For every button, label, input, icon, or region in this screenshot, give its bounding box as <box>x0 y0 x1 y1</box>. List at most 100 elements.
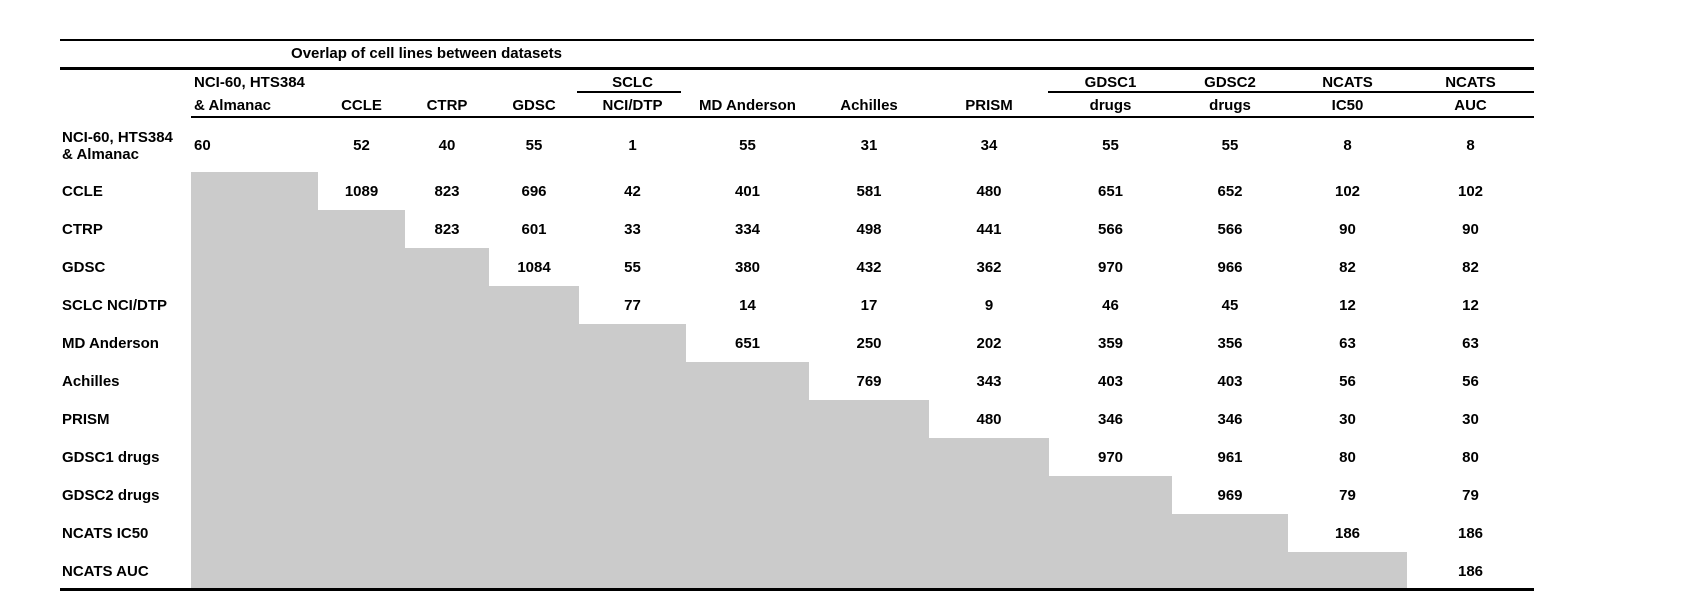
matrix-cell: 14 <box>739 296 756 314</box>
matrix-cell: 42 <box>624 182 641 200</box>
matrix-cell: 55 <box>624 258 641 276</box>
column-header-line1: NCI-60, HTS384 <box>194 74 305 91</box>
row-header: GDSC1 drugs <box>62 438 190 476</box>
matrix-cell: 55 <box>1102 137 1119 154</box>
column-header-line2: Achilles <box>840 97 898 114</box>
matrix-cell: 33 <box>624 220 641 238</box>
row-header-line: & Almanac <box>62 145 139 163</box>
column-header-line2: drugs <box>1089 97 1132 114</box>
row-header: NCATS AUC <box>62 552 190 591</box>
column-header-line2: CTRP <box>426 97 468 114</box>
matrix-cell: 60 <box>194 137 211 154</box>
top-rule <box>60 39 1534 41</box>
matrix-cell: 966 <box>1217 258 1243 276</box>
matrix-cell: 34 <box>980 137 998 154</box>
matrix-cell: 80 <box>1339 448 1356 466</box>
row-header: GDSC2 drugs <box>62 476 190 514</box>
matrix-cell: 343 <box>976 372 1002 390</box>
matrix-cell: 82 <box>1462 258 1479 276</box>
matrix-cell: 186 <box>1457 563 1484 580</box>
matrix-cell: 334 <box>734 220 761 238</box>
row-header-line: GDSC2 drugs <box>62 486 160 504</box>
matrix-cell: 46 <box>1102 296 1119 314</box>
matrix-cell: 346 <box>1217 410 1243 428</box>
matrix-cell: 12 <box>1339 296 1356 314</box>
shaded-cell-block <box>191 286 579 324</box>
row-header-line: CTRP <box>62 220 103 238</box>
matrix-cell: 55 <box>525 137 543 154</box>
shaded-cell-block <box>191 552 1407 591</box>
column-header-line1: GDSC2 <box>1204 74 1256 91</box>
column-header-line1: SCLC <box>612 74 653 91</box>
matrix-cell: 652 <box>1217 182 1243 200</box>
matrix-cell: 566 <box>1217 220 1243 238</box>
matrix-cell: 480 <box>976 410 1002 428</box>
matrix-cell: 356 <box>1217 334 1243 352</box>
matrix-cell: 480 <box>976 182 1002 200</box>
matrix-cell: 601 <box>521 220 547 238</box>
shaded-cell-block <box>191 210 405 248</box>
row-header: Achilles <box>62 362 190 400</box>
matrix-cell: 63 <box>1339 334 1356 352</box>
row-header-line: PRISM <box>62 410 110 428</box>
column-header-line2: NCI/DTP <box>602 97 663 114</box>
matrix-cell: 823 <box>434 220 460 238</box>
column-header-line1: NCATS <box>1445 74 1496 91</box>
matrix-cell: 9 <box>984 296 994 314</box>
matrix-cell: 970 <box>1097 258 1124 276</box>
column-header-line2: & Almanac <box>194 97 271 114</box>
matrix-cell: 40 <box>438 137 456 154</box>
matrix-cell: 55 <box>739 137 756 154</box>
matrix-cell: 380 <box>734 258 761 276</box>
drug-columns-group-underline <box>1048 91 1534 93</box>
matrix-cell: 401 <box>734 182 761 200</box>
matrix-cell: 696 <box>521 182 547 200</box>
matrix-cell: 432 <box>856 258 882 276</box>
row-header: PRISM <box>62 400 190 438</box>
matrix-cell: 79 <box>1462 486 1479 504</box>
matrix-cell: 823 <box>434 182 460 200</box>
matrix-cell: 441 <box>976 220 1002 238</box>
matrix-cell: 346 <box>1097 410 1124 428</box>
row-header-line: NCATS IC50 <box>62 524 149 542</box>
matrix-cell: 8 <box>1343 137 1352 154</box>
matrix-cell: 1089 <box>344 182 379 200</box>
matrix-cell: 90 <box>1339 220 1356 238</box>
matrix-cell: 102 <box>1334 182 1361 200</box>
matrix-cell: 970 <box>1097 448 1124 466</box>
matrix-cell: 56 <box>1339 372 1356 390</box>
column-header-line2: AUC <box>1454 97 1487 114</box>
table-title: Overlap of cell lines between datasets <box>291 45 562 62</box>
row-header: SCLC NCI/DTP <box>62 286 190 324</box>
matrix-cell: 82 <box>1339 258 1356 276</box>
matrix-cell: 90 <box>1462 220 1479 238</box>
matrix-cell: 55 <box>1221 137 1239 154</box>
matrix-cell: 45 <box>1221 296 1239 314</box>
row-header-line: NCATS AUC <box>62 563 149 580</box>
matrix-cell: 30 <box>1339 410 1356 428</box>
column-header-line2: GDSC <box>512 97 556 114</box>
matrix-cell: 403 <box>1217 372 1243 390</box>
row-header: MD Anderson <box>62 324 190 362</box>
matrix-cell: 80 <box>1462 448 1479 466</box>
column-header-line2: drugs <box>1209 97 1251 114</box>
matrix-cell: 202 <box>976 334 1002 352</box>
matrix-cell: 17 <box>860 296 878 314</box>
row-header-line: MD Anderson <box>62 334 159 352</box>
row-header: NCI-60, HTS384 & Almanac <box>62 119 190 172</box>
shaded-cell-block <box>191 400 929 438</box>
bottom-rule <box>60 588 1534 591</box>
matrix-cell: 186 <box>1334 524 1361 542</box>
matrix-cell: 52 <box>353 137 370 154</box>
row-header-line: GDSC <box>62 258 106 276</box>
shaded-cell-block <box>191 248 489 286</box>
matrix-cell: 362 <box>976 258 1002 276</box>
matrix-cell: 1084 <box>517 258 551 276</box>
column-header-line1: GDSC1 <box>1084 74 1137 91</box>
matrix-cell: 250 <box>856 334 882 352</box>
shaded-cell-block <box>191 362 809 400</box>
row-header: CTRP <box>62 210 190 248</box>
column-header-line2: MD Anderson <box>699 97 796 114</box>
shaded-cell-block <box>191 324 686 362</box>
